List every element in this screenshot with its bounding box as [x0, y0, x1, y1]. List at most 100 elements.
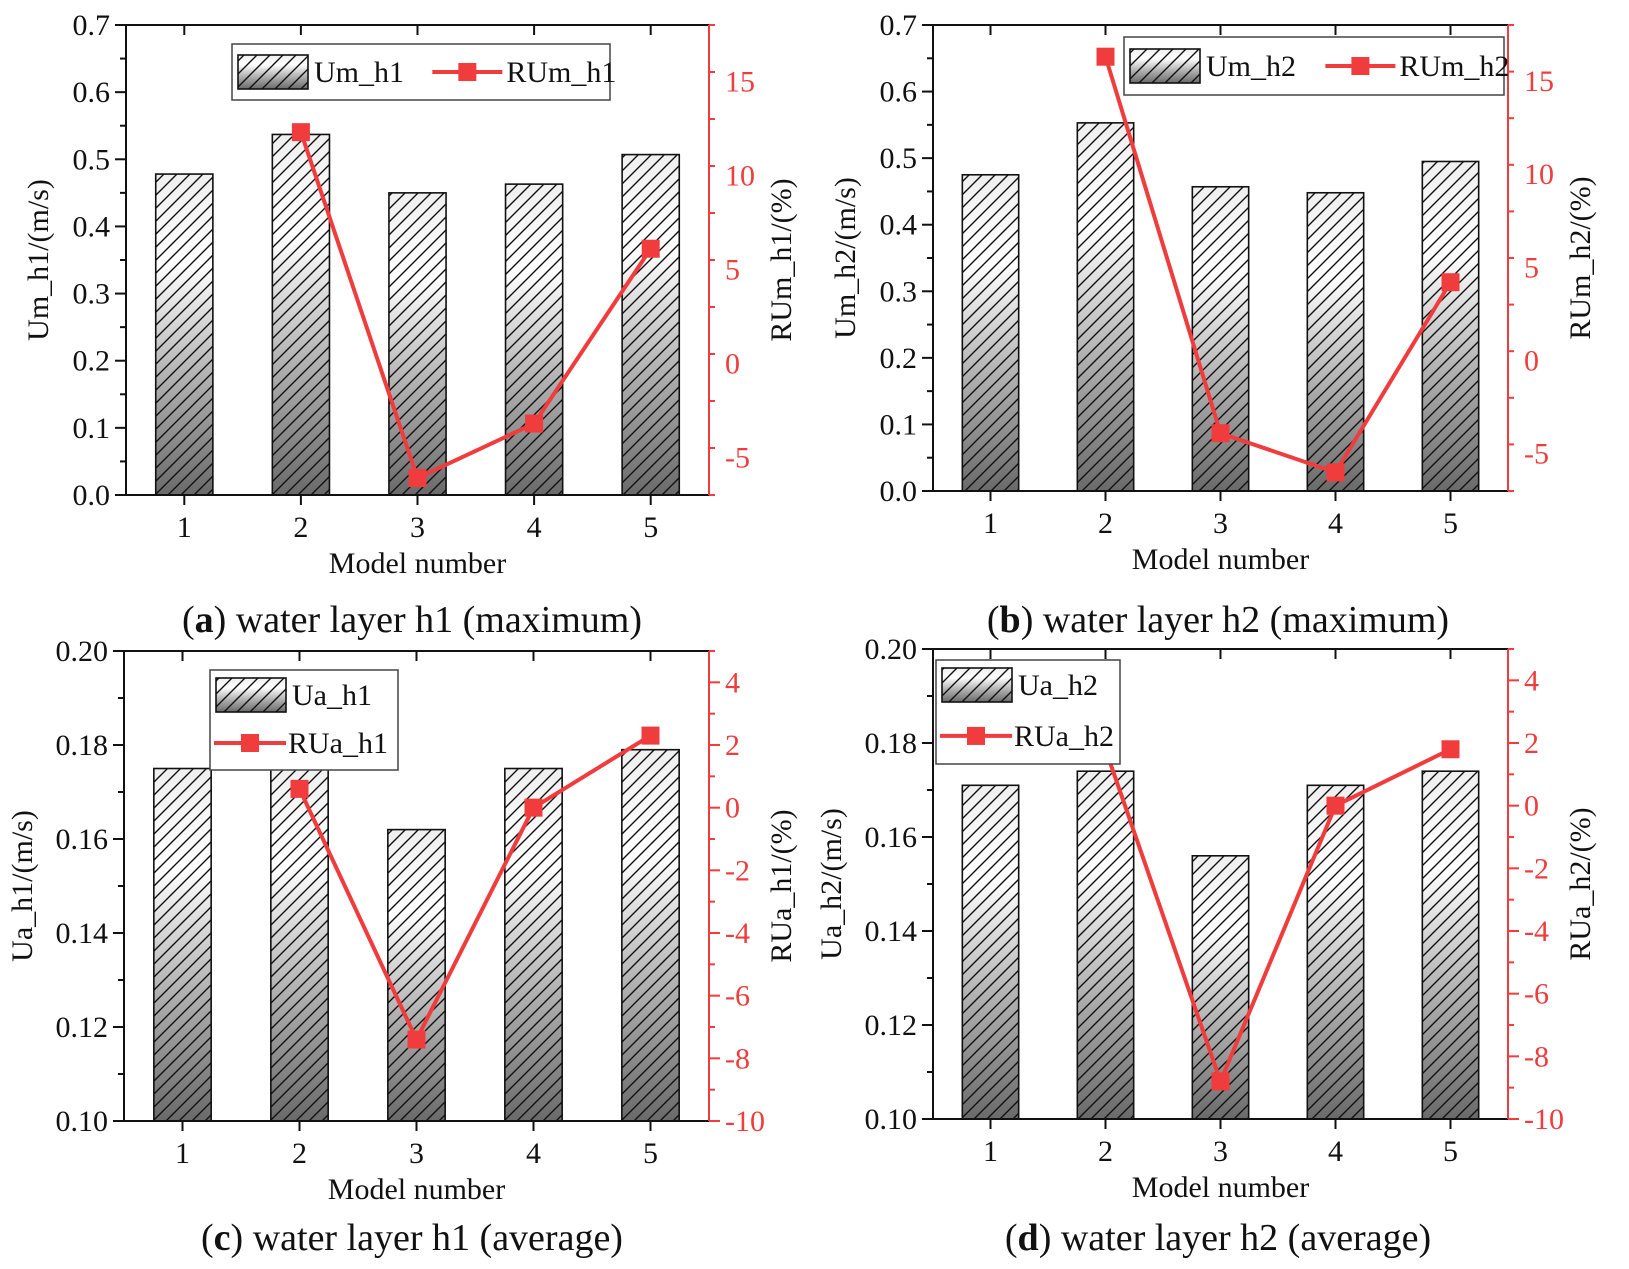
legend-bar-swatch [941, 667, 1013, 703]
y-tick-label-right: -10 [725, 1105, 765, 1138]
bar-hatch [154, 173, 214, 496]
line-marker-5 [641, 726, 660, 745]
bar-hatch [621, 153, 681, 496]
y-tick-label-right: -4 [1524, 915, 1549, 948]
line-marker-4 [525, 414, 544, 433]
line-series [1103, 747, 1452, 1084]
y-tick-label-left: 0.0 [73, 479, 111, 512]
line-marker-4 [1326, 796, 1345, 815]
bar-hatch [504, 183, 564, 496]
bar-hatch [961, 173, 1020, 492]
line-marker-4 [524, 798, 543, 817]
y-tick-label-left: 0.7 [73, 9, 111, 42]
x-tick-label: 5 [643, 511, 658, 544]
panel-c: 1 2 3 4 5 Model number 0.10 0.12 0.14 0.16 0.18 0.2… [6, 635, 798, 1259]
y-tick-label-left: 0.5 [73, 143, 111, 176]
bar-4 [504, 183, 564, 496]
panel-b-caption-letter: b [1000, 599, 1021, 641]
y-tick-label-right: -5 [725, 441, 750, 474]
bar-1 [154, 173, 214, 496]
y-tick-label-right: -5 [1524, 438, 1549, 471]
y-tick-label-left: 0.12 [56, 1011, 109, 1044]
x-tick-label: 3 [409, 1137, 424, 1170]
y-tick-label-right: -10 [1524, 1103, 1564, 1136]
legend-bar-label: Ua_h2 [1018, 669, 1098, 702]
bar-hatch [388, 192, 447, 496]
bar-hatch [1421, 770, 1480, 1120]
legend-bar-swatch [1129, 48, 1201, 84]
x-axis-title: Model number [328, 1173, 505, 1206]
legend-bar-label: Um_h1 [314, 56, 404, 89]
bar-2 [1076, 770, 1135, 1120]
y-tick-label-right: -8 [725, 1042, 750, 1075]
legend: Um_h2 RUm_h2 [1123, 36, 1509, 96]
y-tick-label-right: 2 [725, 729, 740, 762]
y-axis-title-left: Um_h1/(m/s) [22, 179, 55, 341]
x-tick-label: 1 [175, 1137, 190, 1170]
y-tick-label-left: 0.14 [56, 917, 109, 950]
bar-hatch [1306, 191, 1365, 492]
y-axis-title-left: Ua_h2/(m/s) [815, 808, 848, 960]
y-tick-label-left: 0.3 [73, 278, 111, 311]
y-tick-label-right: 4 [725, 666, 740, 699]
legend-box [209, 669, 399, 771]
panel-d-caption-letter: d [1018, 1217, 1039, 1259]
x-tick-label: 2 [1098, 507, 1113, 540]
y-tick-label-left: 0.16 [865, 821, 918, 854]
y-axis-title-right: RUm_h2/(%) [1564, 176, 1597, 339]
bar-hatch [621, 748, 680, 1122]
y-tick-label-left: 0.16 [56, 823, 109, 856]
y-tick-label-right: 0 [1524, 345, 1539, 378]
y-tick-label-right: -2 [1524, 852, 1549, 885]
y-tick-label-right: 0 [725, 347, 740, 380]
x-tick-label: 4 [527, 511, 542, 544]
y-tick-label-right: -6 [725, 980, 750, 1013]
y-tick-label-left: 0.20 [56, 635, 109, 668]
y-tick-label-left: 0.1 [880, 408, 918, 441]
line-marker-5 [1441, 740, 1460, 759]
y-tick-label-left: 0.12 [865, 1009, 918, 1042]
bar-4 [1306, 784, 1365, 1120]
legend: Um_h1 RUm_h1 [231, 43, 616, 101]
x-tick-label: 3 [1213, 507, 1228, 540]
bar-2 [270, 762, 329, 1122]
x-tick-label: 2 [293, 511, 308, 544]
y-tick-label-left: 0.2 [880, 342, 918, 375]
y-axis-title-right: RUm_h1/(%) [765, 178, 798, 341]
panel-a-caption-letter: a [195, 599, 214, 641]
line-marker-2 [291, 123, 310, 142]
bar-hatch [1421, 160, 1480, 492]
panel-b-caption-text: water layer h2 (maximum) [1033, 599, 1449, 641]
legend-line-marker [967, 726, 985, 745]
x-tick-label: 1 [983, 507, 998, 540]
x-tick-label: 2 [292, 1137, 307, 1170]
y-tick-label-left: 0.7 [880, 9, 918, 42]
panel-b: 1 2 3 4 5 Model number 0.0 0.1 0.2 0.3 0.4 0.5 0.6 0.… [829, 9, 1597, 641]
legend-line-label: RUm_h2 [1399, 50, 1509, 83]
x-tick-label: 4 [526, 1137, 541, 1170]
bar-5 [621, 153, 681, 496]
y-tick-label-left: 0.18 [56, 729, 109, 762]
panel-d-caption: (d) water layer h2 (average) [1005, 1217, 1431, 1259]
bar-3 [388, 192, 447, 496]
bar-1 [153, 767, 212, 1122]
panel-a-caption: (a) water layer h1 (maximum) [182, 599, 642, 641]
bar-3 [1191, 185, 1250, 492]
line-marker-5 [641, 239, 660, 258]
x-tick-label: 3 [1213, 1135, 1228, 1168]
bar-hatch [504, 767, 563, 1122]
bar-5 [1421, 770, 1480, 1120]
bar-hatch [1076, 770, 1135, 1120]
panel-b-caption: (b) water layer h2 (maximum) [987, 599, 1449, 641]
legend-bar-swatch [237, 54, 309, 90]
x-tick-label: 5 [1443, 1135, 1458, 1168]
y-tick-label-right: -2 [725, 854, 750, 887]
y-tick-label-left: 0.4 [880, 209, 918, 242]
bar-hatch [1076, 122, 1135, 492]
line-series [297, 733, 652, 1042]
y-tick-label-right: 10 [725, 159, 755, 192]
y-tick-label-right: 15 [1524, 65, 1554, 98]
bar-2 [1076, 122, 1135, 492]
panel-c-caption-text: water layer h1 (average) [243, 1217, 623, 1259]
